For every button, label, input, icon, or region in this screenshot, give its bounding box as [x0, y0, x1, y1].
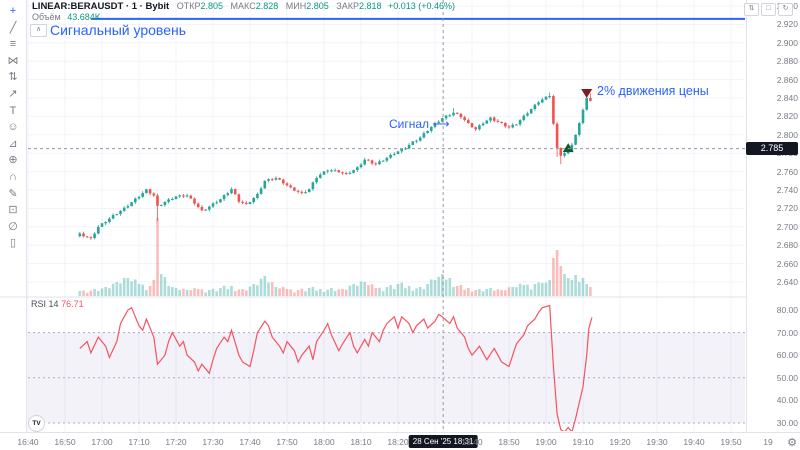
- price-tick-label: 2.860: [776, 74, 798, 85]
- magnet-tool-icon[interactable]: ∩: [9, 170, 17, 183]
- time-tick-label: 19:30: [646, 437, 668, 447]
- price-tick-label: 2.900: [776, 37, 798, 48]
- close-value: 2.818: [358, 1, 382, 11]
- rsi-line: [79, 304, 593, 431]
- price-axis[interactable]: 2.9402.9202.9002.8802.8602.8402.8202.800…: [746, 0, 800, 432]
- time-tick-label: 17:40: [239, 437, 261, 447]
- position-tool-icon[interactable]: ⇅: [8, 71, 18, 84]
- drawing-toolbar: + ╱ ≡ ⋈ ⇅ ↗ T ☺ ⊿ ⊕ ∩ ✎ ⊡ ∅ ▯: [0, 0, 27, 432]
- tradingview-logo[interactable]: TV: [28, 415, 45, 432]
- time-tick-label: 18:10: [350, 437, 372, 447]
- price-tick-label: 2.680: [776, 240, 798, 251]
- rsi-name: RSI: [31, 299, 47, 309]
- crosshair-price-label: 2.785: [746, 141, 798, 155]
- rsi-legend: RSI 14 76.71: [31, 299, 84, 309]
- arrow-annotation-tool-icon[interactable]: ↗: [8, 87, 18, 100]
- legend-collapse-button[interactable]: ∧: [30, 24, 47, 37]
- rsi-tick-label: 80.00: [776, 305, 798, 315]
- low-value: 2.805: [306, 1, 329, 11]
- open-value: 2.805: [200, 1, 224, 11]
- rsi-tick-label: 60.00: [776, 350, 798, 361]
- time-tick-label: 18:50: [498, 437, 520, 447]
- time-tick-label: 17:20: [165, 437, 187, 447]
- time-tick-label: 16:40: [17, 437, 39, 447]
- close-label: ЗАКР: [336, 1, 359, 11]
- lock-drawings-tool-icon[interactable]: ⊡: [8, 204, 18, 217]
- time-axis[interactable]: 28 Сен '25 18:31 ⚙ 16:40 16:50 17:00 17:10 1…: [0, 432, 800, 450]
- high-value: 2.828: [255, 1, 279, 11]
- xabcd-pattern-tool-icon[interactable]: ⋈: [7, 54, 19, 67]
- price-tick-label: 2.740: [776, 185, 798, 195]
- time-tick-label: 19: [763, 437, 773, 447]
- signal-annotation[interactable]: Сигнал ⟶: [389, 117, 450, 131]
- rsi-tick-label: 40.00: [776, 395, 798, 406]
- price-tick-label: 2.760: [776, 166, 798, 177]
- volume-value: 43.684K: [67, 12, 101, 22]
- zoom-in-tool-icon[interactable]: ⊕: [8, 154, 18, 167]
- time-tick-label: 18:40: [461, 437, 483, 447]
- open-label: ОТКР: [176, 1, 201, 11]
- time-tick-label: 17:00: [91, 437, 113, 447]
- price-move-annotation[interactable]: 2% движения цены: [597, 84, 709, 98]
- time-tick-label: 19:00: [535, 437, 557, 447]
- crosshair-tool-icon[interactable]: +: [9, 5, 17, 17]
- drawing-tool-icon[interactable]: ✎: [8, 187, 18, 200]
- fib-retracement-tool-icon[interactable]: ≡: [9, 38, 17, 51]
- price-tick-label: 2.820: [776, 111, 798, 122]
- time-tick-label: 17:10: [128, 437, 150, 447]
- time-tick-label: 16:50: [54, 437, 76, 447]
- price-tick-label: 2.640: [776, 277, 798, 287]
- down-arrow-marker: [581, 89, 593, 98]
- price-tick-label: 2.700: [776, 221, 798, 232]
- legend-row: LINEAR:BERAUSDT · 1 · Bybit ОТКР2.805 МА…: [32, 1, 455, 12]
- text-tool-icon[interactable]: T: [9, 104, 17, 117]
- pane-maximize-button[interactable]: □: [761, 3, 776, 16]
- rsi-period: 14: [48, 299, 59, 309]
- axis-settings-gear-icon[interactable]: ⚙: [787, 437, 797, 449]
- rsi-tick-label: 50.00: [776, 372, 798, 383]
- time-tick-label: 19:10: [572, 437, 594, 447]
- symbol-title[interactable]: LINEAR:BERAUSDT · 1 · Bybit: [32, 1, 170, 12]
- up-arrow-marker: [562, 143, 574, 153]
- time-tick-label: 17:30: [202, 437, 224, 447]
- high-label: МАКС: [230, 1, 256, 11]
- price-tick-label: 2.660: [776, 258, 798, 269]
- rsi-band: [28, 332, 745, 423]
- time-tick-label: 18:20: [387, 437, 409, 447]
- time-tick-label: 18:00: [313, 437, 335, 447]
- emoji-tool-icon[interactable]: ☺: [7, 121, 19, 134]
- remove-drawings-tool-icon[interactable]: ▯: [9, 237, 17, 250]
- signal-arrow-icon: ⟶: [432, 117, 450, 131]
- hide-drawings-tool-icon[interactable]: ∅: [8, 220, 18, 233]
- volume-label: Объём: [32, 12, 61, 22]
- price-tick-label: 2.720: [776, 203, 798, 214]
- pane-buttons: ⇅ □ ↻: [744, 3, 793, 16]
- trend-line-tool-icon[interactable]: ╱: [9, 21, 17, 34]
- price-tick-label: 2.880: [776, 56, 798, 67]
- time-tick-label: 19:40: [683, 437, 705, 447]
- pane-move-button[interactable]: ⇅: [744, 3, 759, 16]
- rsi-tick-label: 70.00: [776, 327, 798, 338]
- price-tick-label: 2.840: [776, 93, 798, 103]
- price-tick-label: 2.800: [776, 129, 798, 140]
- change-value: +0.013 (+0.46%): [388, 1, 456, 11]
- crosshair-time-label: 28 Сен '25 18:31: [408, 435, 478, 448]
- price-tick-label: 2.920: [776, 19, 798, 30]
- volume-legend-row: Объём 43.684K: [32, 12, 101, 22]
- rsi-value: 76.71: [61, 299, 84, 309]
- low-label: МИН: [285, 1, 307, 11]
- measure-tool-icon[interactable]: ⊿: [8, 137, 18, 150]
- pane-reset-button[interactable]: ↻: [778, 3, 793, 16]
- rsi-tick-label: 30.00: [776, 418, 798, 428]
- time-tick-label: 19:50: [720, 437, 742, 447]
- time-tick-label: 19:20: [609, 437, 631, 447]
- signal-level-annotation[interactable]: Сигнальный уровень: [50, 22, 187, 38]
- time-tick-label: 17:50: [276, 437, 298, 447]
